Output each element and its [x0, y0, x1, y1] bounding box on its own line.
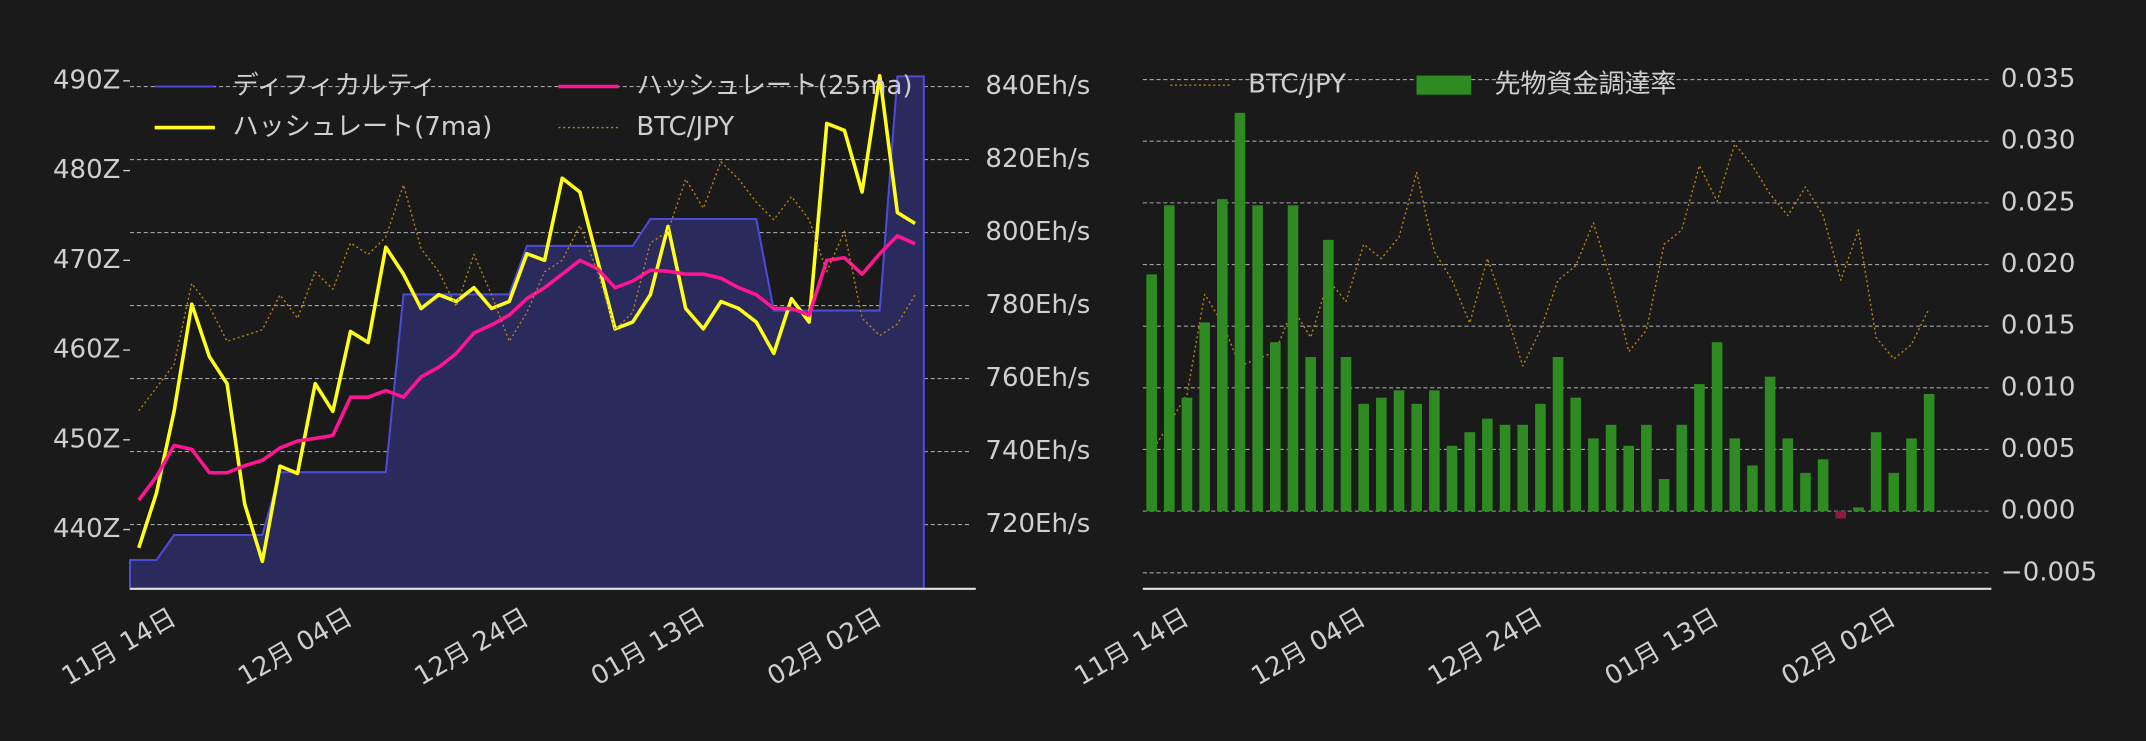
bar [1906, 438, 1917, 512]
bar [1923, 393, 1935, 512]
y-tick-label: 480Z [53, 155, 120, 185]
legend-label: BTC/JPY [636, 112, 734, 142]
bar [1711, 342, 1723, 512]
legend-label: ハッシュレート(25ma) [636, 71, 912, 101]
y2-tick-label: 820Eh/s [985, 144, 1090, 174]
legend-label: 先物資金調達率 [1495, 70, 1677, 100]
line [1151, 143, 1930, 453]
bar [1588, 438, 1599, 512]
y-tick-label: 0.030 [2001, 126, 2075, 156]
bar [1729, 438, 1741, 512]
y2-tick-label: 840Eh/s [985, 71, 1090, 101]
bar [1694, 384, 1705, 512]
bar [1340, 356, 1352, 512]
y-tick-label: 0.010 [2001, 372, 2075, 402]
bar [1199, 322, 1210, 512]
bar [1870, 432, 1882, 512]
bar [1676, 424, 1688, 512]
bar [1482, 418, 1493, 512]
legend-label: ハッシュレート(7ma) [233, 112, 493, 142]
y-tick-label: 0.025 [2001, 187, 2075, 217]
bar [1764, 376, 1776, 512]
bar [1535, 403, 1546, 512]
y-tick-label: 470Z [53, 245, 120, 275]
bar [1429, 390, 1440, 512]
y2-tick-label: 780Eh/s [985, 290, 1090, 320]
bar [1358, 403, 1369, 512]
bar [1181, 397, 1193, 512]
y2-tick-label: 760Eh/s [985, 363, 1090, 393]
bar [1393, 390, 1405, 512]
legend-label: BTC/JPY [1248, 70, 1346, 100]
y2-tick-label: 800Eh/s [985, 217, 1090, 247]
bar [1605, 424, 1617, 512]
y2-tick-label: 720Eh/s [985, 509, 1090, 539]
bar [1446, 445, 1458, 512]
bar [1747, 465, 1758, 512]
bar [1376, 397, 1387, 512]
bar [1817, 459, 1829, 512]
bar [1800, 472, 1811, 512]
bar [1287, 205, 1299, 512]
bar [1234, 112, 1246, 512]
bar [1146, 274, 1157, 512]
y-tick-label: 0.020 [2001, 249, 2075, 279]
bar [1499, 424, 1511, 512]
legend-swatch [1416, 75, 1472, 95]
y-tick-label: 0.035 [2001, 64, 2075, 94]
y-tick-label: 0.000 [2001, 496, 2075, 526]
bar [1623, 445, 1635, 512]
y2-tick-label: 740Eh/s [985, 436, 1090, 466]
area [128, 75, 925, 590]
bar [1411, 403, 1422, 512]
y-tick-label: −0.005 [2001, 557, 2097, 587]
y-tick-label: 0.005 [2001, 434, 2075, 464]
bar [1323, 239, 1334, 512]
bar [1164, 205, 1175, 512]
bar [1517, 424, 1529, 512]
bar [1252, 205, 1263, 512]
bar [1853, 507, 1864, 512]
bar [1641, 424, 1652, 512]
bar [1782, 438, 1794, 512]
bar [1217, 199, 1228, 512]
line [137, 73, 916, 564]
bar [1888, 472, 1900, 512]
y-tick-label: 450Z [53, 424, 120, 454]
y-tick-label: 440Z [53, 514, 120, 544]
bar [1552, 356, 1564, 512]
bar [1570, 397, 1582, 512]
line [138, 161, 916, 412]
bar [1464, 432, 1476, 512]
bar [1270, 342, 1281, 512]
legend-label: ディフィカルティ [233, 71, 437, 101]
line [137, 234, 916, 502]
bar [1305, 356, 1316, 512]
y-tick-label: 0.015 [2001, 311, 2075, 341]
bar [1658, 479, 1670, 512]
y-tick-label: 460Z [53, 335, 120, 365]
y-tick-label: 490Z [53, 65, 120, 95]
bar [1835, 511, 1847, 519]
